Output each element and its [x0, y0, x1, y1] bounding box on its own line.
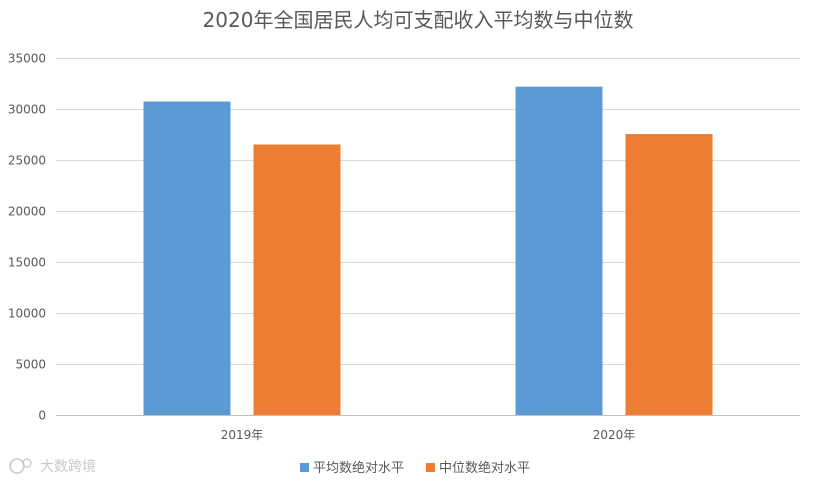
legend-swatch	[426, 463, 435, 472]
legend-label: 平均数绝对水平	[313, 460, 404, 476]
x-tick-label: 2019年	[221, 428, 264, 442]
legend-label: 中位数绝对水平	[439, 460, 530, 476]
x-axis-labels: 2019年 2020年	[221, 428, 636, 442]
y-tick-label: 5000	[15, 358, 46, 372]
legend: 平均数绝对水平 中位数绝对水平	[300, 460, 530, 476]
y-tick-label: 15000	[8, 256, 46, 270]
bar-mean-1	[515, 86, 603, 415]
x-tick-label: 2020年	[593, 428, 636, 442]
watermark-text: 大数跨境	[40, 459, 96, 475]
y-tick-label: 10000	[8, 307, 46, 321]
watermark: 大数跨境	[9, 458, 96, 475]
bar-mean-0	[143, 101, 231, 415]
bar-median-0	[253, 144, 341, 415]
legend-swatch	[300, 463, 309, 472]
y-tick-label: 20000	[8, 205, 46, 219]
bar-layer	[143, 86, 713, 416]
y-tick-label: 30000	[8, 103, 46, 117]
dashuju-logo-icon	[9, 458, 32, 474]
y-tick-label: 0	[38, 409, 46, 423]
y-tick-label: 35000	[8, 52, 46, 66]
chart-title: 2020年全国居民人均可支配收入平均数与中位数	[203, 8, 634, 32]
bar-median-1	[625, 134, 713, 416]
y-tick-label: 25000	[8, 154, 46, 168]
